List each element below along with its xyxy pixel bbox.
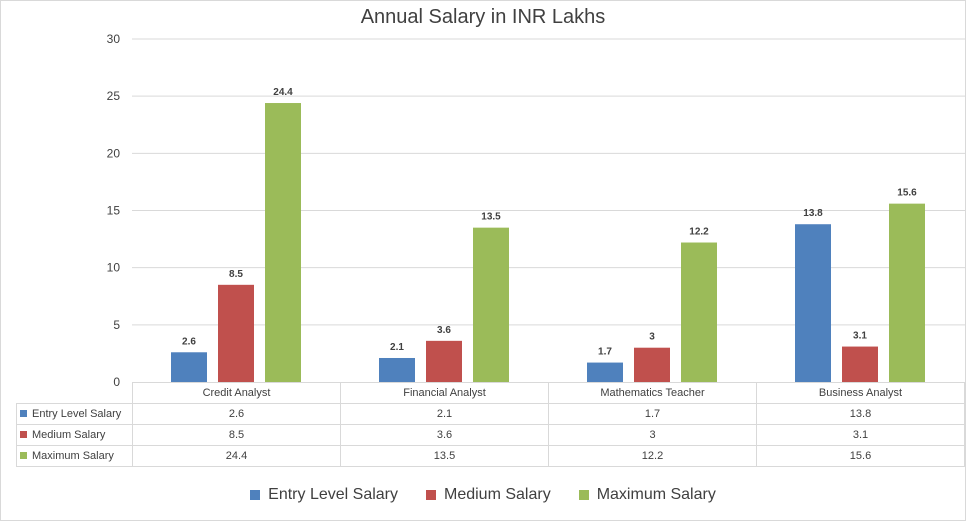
- table-cell: 3: [548, 424, 757, 446]
- bar-value-label: 2.6: [182, 336, 196, 347]
- bar: [587, 362, 623, 382]
- table-corner: [16, 382, 133, 404]
- legend-label: Medium Salary: [444, 486, 551, 503]
- y-tick-label: 10: [107, 261, 121, 275]
- series-row-label: Maximum Salary: [16, 445, 133, 467]
- series-swatch: [20, 410, 27, 417]
- legend-label: Maximum Salary: [596, 486, 716, 503]
- table-cell: 8.5: [132, 424, 341, 446]
- chart-title: Annual Salary in INR Lakhs: [360, 6, 606, 28]
- table-row: Medium Salary 8.5 3.6 3 3.1: [16, 424, 965, 446]
- y-tick-label: 30: [107, 32, 121, 46]
- table-cell: 13.8: [756, 403, 965, 425]
- table-cell: 1.7: [548, 403, 757, 425]
- bar-value-label: 3: [649, 332, 655, 343]
- table-cell: 3.1: [756, 424, 965, 446]
- bar: [795, 224, 831, 382]
- bar: [218, 284, 254, 382]
- bar-value-label: 1.7: [598, 347, 612, 358]
- bar-value-label: 2.1: [390, 342, 404, 353]
- table-cell: 24.4: [132, 445, 341, 467]
- bar-value-label: 8.5: [229, 269, 243, 280]
- bar-value-label: 3.6: [437, 325, 451, 336]
- table-cell: 15.6: [756, 445, 965, 467]
- table-row: Entry Level Salary 2.6 2.1 1.7 13.8: [16, 403, 965, 425]
- y-tick-label: 25: [107, 89, 121, 103]
- y-tick-label: 15: [107, 204, 121, 218]
- category-label: Financial Analyst: [340, 382, 549, 404]
- table-cell: 3.6: [340, 424, 549, 446]
- table-cell: 2.6: [132, 403, 341, 425]
- legend-swatch: [426, 490, 436, 500]
- table-cell: 2.1: [340, 403, 549, 425]
- table-row: Maximum Salary 24.4 13.5 12.2 15.6: [16, 445, 965, 467]
- category-label: Mathematics Teacher: [548, 382, 757, 404]
- category-label: Credit Analyst: [132, 382, 341, 404]
- legend-item: Medium Salary: [426, 486, 551, 504]
- bar-value-label: 15.6: [897, 188, 917, 199]
- y-tick-label: 0: [113, 375, 120, 389]
- bar-value-label: 13.5: [481, 212, 501, 223]
- series-swatch: [20, 452, 27, 459]
- bar-value-label: 3.1: [853, 331, 867, 342]
- bar: [379, 357, 415, 382]
- legend-item: Entry Level Salary: [250, 486, 398, 504]
- legend-label: Entry Level Salary: [268, 486, 398, 503]
- y-tick-label: 5: [113, 318, 120, 332]
- data-table: Credit Analyst Financial Analyst Mathemati…: [16, 382, 965, 467]
- legend-swatch: [250, 490, 261, 500]
- series-swatch: [20, 431, 27, 438]
- table-cell: 13.5: [340, 445, 549, 467]
- category-label: Business Analyst: [756, 382, 965, 404]
- bar: [426, 340, 462, 382]
- bar-value-label: 24.4: [273, 87, 293, 98]
- bar-value-label: 13.8: [803, 208, 823, 219]
- bar: [265, 103, 301, 382]
- bar: [473, 227, 509, 382]
- bar: [681, 242, 717, 382]
- bar: [171, 352, 207, 382]
- table-cell: 12.2: [548, 445, 757, 467]
- bar-value-label: 12.2: [689, 227, 709, 238]
- legend-swatch: [578, 490, 589, 500]
- legend-item: Maximum Salary: [578, 486, 716, 504]
- bar: [634, 347, 670, 382]
- series-row-label: Medium Salary: [16, 424, 133, 446]
- bar: [889, 203, 925, 382]
- chart-legend: Entry Level Salary Medium Salary Maximum S…: [0, 486, 966, 504]
- bar: [842, 346, 878, 382]
- series-row-label: Entry Level Salary: [16, 403, 133, 425]
- y-tick-label: 20: [107, 146, 121, 160]
